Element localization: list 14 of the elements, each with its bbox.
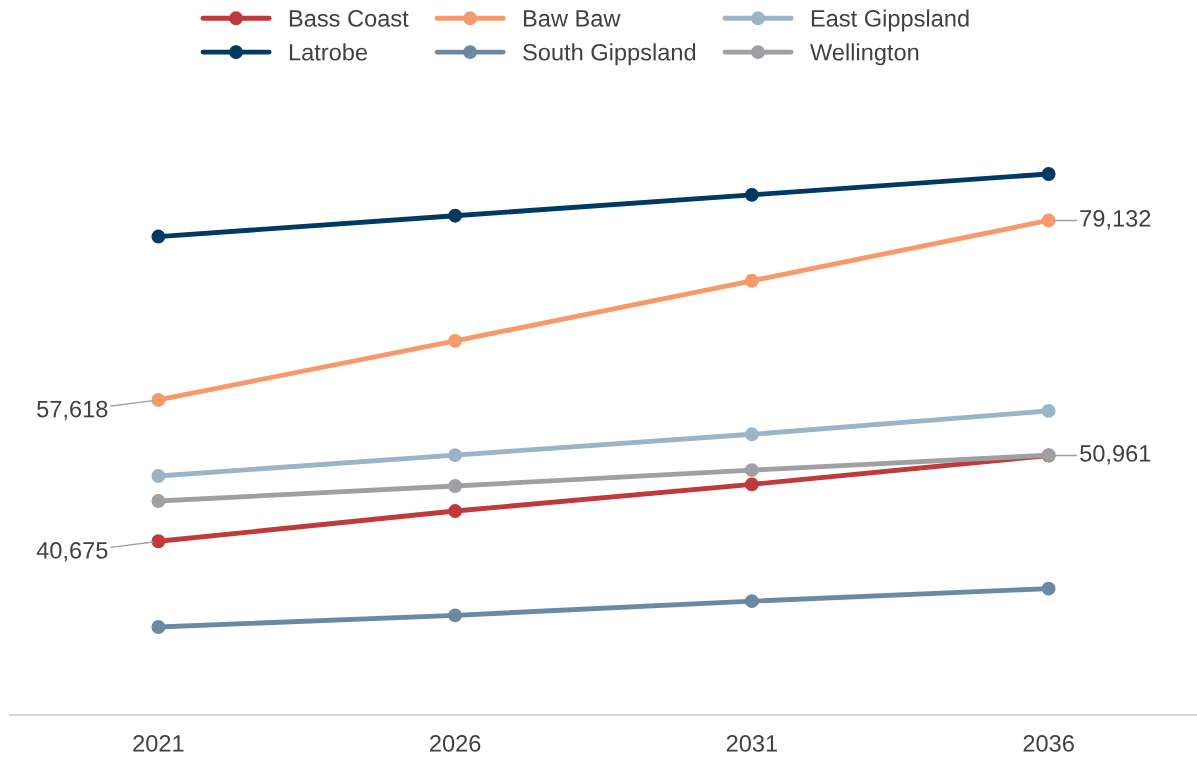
legend-label: East Gippsland — [811, 9, 969, 32]
x-tick-label: 2021 — [133, 735, 184, 752]
legend-label: Bass Coast — [289, 10, 409, 27]
x-tick-label: 2031 — [726, 735, 777, 752]
data-label: 79,132 — [1080, 210, 1151, 230]
data-label: 40,675 — [36, 542, 108, 562]
legend-label: South Gippsland — [523, 43, 696, 66]
data-label: 50,961 — [1080, 445, 1151, 465]
x-tick-label: 2036 — [1023, 735, 1074, 752]
legend-label: Baw Baw — [523, 10, 621, 27]
x-tick-label: 2026 — [430, 735, 481, 752]
legend-label: Latrobe — [289, 43, 368, 61]
legend-label: Wellington — [810, 43, 919, 66]
data-label: 57,618 — [37, 400, 108, 421]
